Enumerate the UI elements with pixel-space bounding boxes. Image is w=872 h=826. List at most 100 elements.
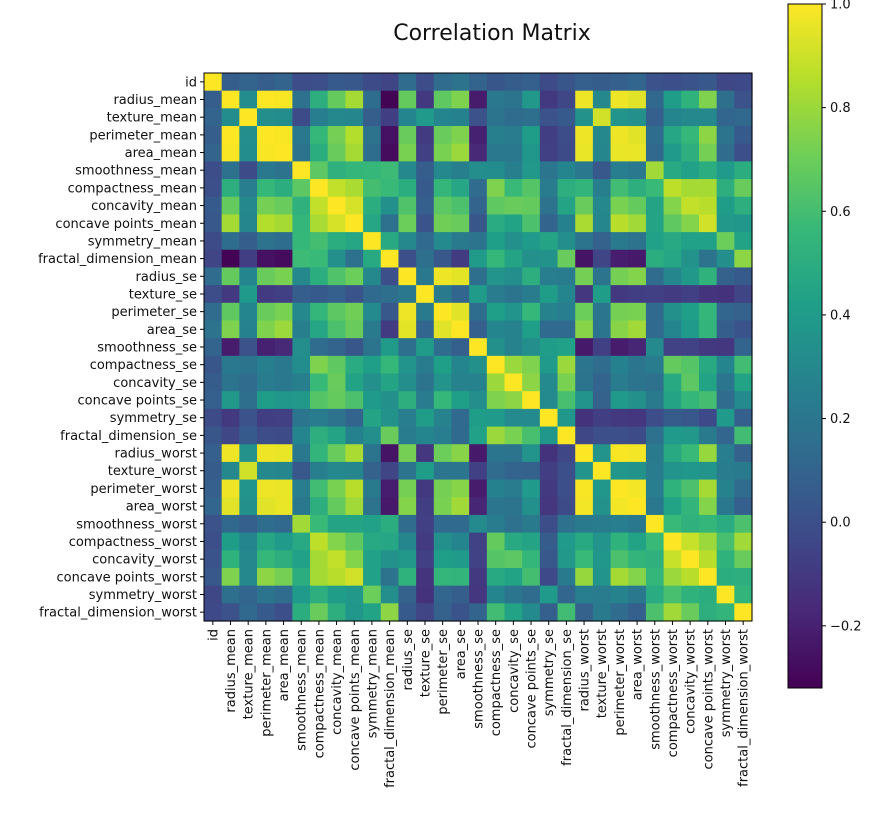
heatmap-cell	[681, 320, 700, 339]
heatmap-cell	[698, 232, 718, 251]
heatmap-cell	[698, 108, 718, 127]
heatmap-cell	[663, 126, 682, 145]
heatmap-cell	[522, 444, 541, 463]
heatmap-cell	[363, 267, 382, 286]
heatmap-cell	[645, 108, 665, 127]
heatmap-cell	[398, 302, 417, 322]
heatmap-cell	[663, 550, 682, 569]
heatmap-cell	[592, 302, 612, 322]
heatmap-cell	[239, 497, 258, 516]
heatmap-cell	[345, 426, 364, 445]
heatmap-cell	[310, 497, 329, 516]
heatmap-cell	[433, 408, 453, 428]
heatmap-cell	[681, 514, 700, 534]
heatmap-cell	[433, 126, 453, 145]
heatmap-cell	[239, 444, 258, 463]
heatmap-cell	[239, 126, 258, 145]
heatmap-cell	[380, 426, 400, 445]
y-tick-label: perimeter_mean	[89, 128, 197, 143]
heatmap-cell	[363, 514, 382, 534]
heatmap-cell	[610, 514, 629, 534]
heatmap-cell	[557, 355, 576, 375]
heatmap-cell	[628, 514, 647, 534]
heatmap-cell	[239, 426, 258, 445]
heatmap-cell	[592, 373, 612, 392]
heatmap-cell	[610, 497, 629, 516]
heatmap-cell	[522, 408, 541, 428]
heatmap-cell	[416, 196, 435, 216]
heatmap-cell	[363, 603, 382, 622]
heatmap-cell	[310, 514, 329, 534]
heatmap-cell	[433, 90, 453, 109]
heatmap-cell	[663, 461, 682, 481]
x-tick-label: id	[206, 629, 221, 641]
heatmap-cell	[257, 214, 276, 233]
heatmap-cell	[645, 567, 665, 587]
x-tick-label: texture_se	[418, 629, 433, 697]
heatmap-cell	[681, 373, 700, 392]
heatmap-cell	[610, 444, 629, 463]
heatmap-cell	[681, 603, 700, 622]
heatmap-cell	[610, 603, 629, 622]
heatmap-cell	[539, 302, 559, 322]
y-tick-label: symmetry_se	[110, 411, 197, 426]
heatmap-cell	[416, 355, 435, 375]
heatmap-cell	[433, 497, 453, 516]
heatmap-cell	[221, 179, 240, 198]
heatmap-cell	[610, 391, 629, 410]
heatmap-cell	[645, 232, 665, 251]
heatmap-cell	[592, 497, 612, 516]
heatmap-cell	[221, 143, 240, 162]
heatmap-cell	[416, 567, 435, 587]
heatmap-cell	[698, 497, 718, 516]
heatmap-cell	[628, 108, 647, 127]
heatmap-cell	[628, 479, 647, 498]
heatmap-cell	[716, 444, 735, 463]
heatmap-cell	[345, 285, 364, 304]
heatmap-cell	[380, 373, 400, 392]
heatmap-cell	[716, 550, 735, 569]
heatmap-cell	[451, 444, 470, 463]
heatmap-cell	[592, 232, 612, 251]
heatmap-cell	[663, 497, 682, 516]
heatmap-cell	[398, 73, 417, 92]
heatmap-cell	[221, 550, 240, 569]
heatmap-cell	[681, 497, 700, 516]
heatmap-cell	[698, 267, 718, 286]
heatmap-cell	[539, 603, 559, 622]
heatmap-cell	[380, 550, 400, 569]
heatmap-cell	[522, 461, 541, 481]
heatmap-cell	[292, 108, 311, 127]
heatmap-cell	[327, 179, 347, 198]
heatmap-cell	[239, 108, 258, 127]
heatmap-cell	[592, 161, 612, 180]
heatmap-cell	[363, 302, 382, 322]
heatmap-cell	[274, 603, 293, 622]
heatmap-cell	[257, 567, 276, 587]
heatmap-cell	[274, 179, 293, 198]
heatmap-cell	[716, 355, 735, 375]
heatmap-cell	[557, 550, 576, 569]
heatmap-cell	[363, 232, 382, 251]
heatmap-cell	[734, 355, 753, 375]
heatmap-cell	[716, 461, 735, 481]
heatmap-cell	[292, 143, 311, 162]
heatmap-cell	[575, 179, 594, 198]
y-tick-label: compactness_worst	[69, 535, 197, 550]
heatmap-cell	[257, 249, 276, 269]
y-tick-label: concave points_mean	[55, 217, 197, 232]
heatmap-cell	[310, 302, 329, 322]
heatmap-cell	[292, 214, 311, 233]
heatmap-cell	[416, 267, 435, 286]
heatmap-cell	[681, 214, 700, 233]
heatmap-cell	[486, 285, 506, 304]
heatmap-cell	[310, 567, 329, 587]
y-tick-label: radius_se	[136, 270, 197, 285]
heatmap-cell	[698, 461, 718, 481]
heatmap-cell	[539, 514, 559, 534]
heatmap-cell	[557, 108, 576, 127]
heatmap-cell	[575, 514, 594, 534]
heatmap-cell	[610, 302, 629, 322]
heatmap-cell	[398, 444, 417, 463]
